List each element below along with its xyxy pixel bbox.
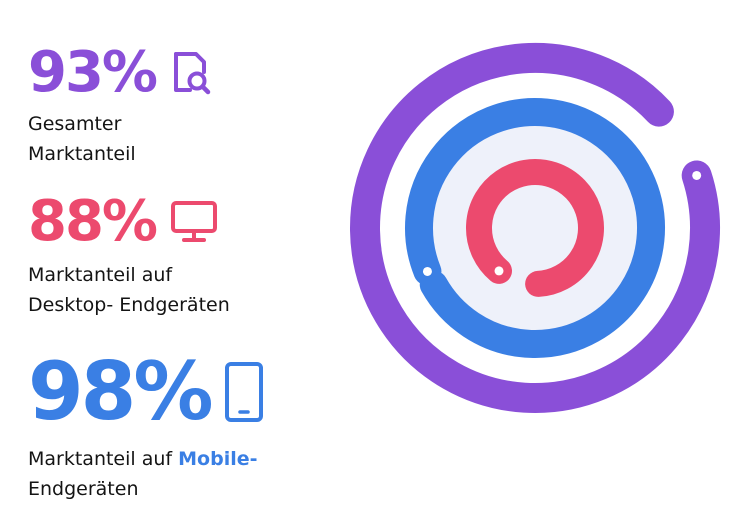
mobile-highlight: Mobile-: [178, 448, 258, 470]
chart-ring-2: [405, 98, 665, 358]
stat-label-text: Marktanteil auf: [28, 448, 179, 470]
chart-rings: [350, 43, 720, 413]
stat-total-market-share: 93% Gesamter Marktanteil: [28, 45, 212, 169]
stat-label-line: Marktanteil auf: [28, 264, 173, 286]
monitor-icon: [170, 200, 218, 244]
stat-label-line: Endgeräten: [28, 478, 139, 500]
stat-label-line: Desktop- Endgeräten: [28, 294, 230, 316]
stat-label: Marktanteil auf Desktop- Endgeräten: [28, 260, 230, 320]
stat-header: 98%: [28, 352, 264, 432]
stat-header: 93%: [28, 45, 212, 101]
radial-bar-chart: [350, 43, 720, 413]
chart-ring-3: [466, 159, 604, 297]
chart-ring-start-dot: [692, 170, 702, 180]
stat-label-line: Gesamter: [28, 113, 122, 135]
chart-ring-start-dot: [494, 266, 504, 276]
stat-desktop-market-share: 88% Marktanteil auf Desktop- Endgeräten: [28, 194, 230, 320]
chart-ring-1: [350, 43, 720, 413]
stat-value: 88%: [28, 189, 158, 254]
stat-label: Gesamter Marktanteil: [28, 109, 212, 169]
stat-value: 93%: [28, 40, 158, 105]
tablet-icon: [224, 361, 264, 423]
stat-label-line: Marktanteil: [28, 143, 136, 165]
chart-background-disc: [410, 103, 660, 353]
chart-ring-start-dot: [422, 266, 432, 276]
stat-label: Marktanteil auf Mobile- Endgeräten: [28, 444, 264, 504]
stat-mobile-market-share: 98% Marktanteil auf Mobile- Endgeräten: [28, 352, 264, 504]
stat-label-line: Marktanteil auf Mobile-: [28, 444, 264, 474]
search-document-icon: [170, 50, 212, 96]
stat-header: 88%: [28, 194, 230, 250]
stat-value: 98%: [28, 345, 213, 438]
